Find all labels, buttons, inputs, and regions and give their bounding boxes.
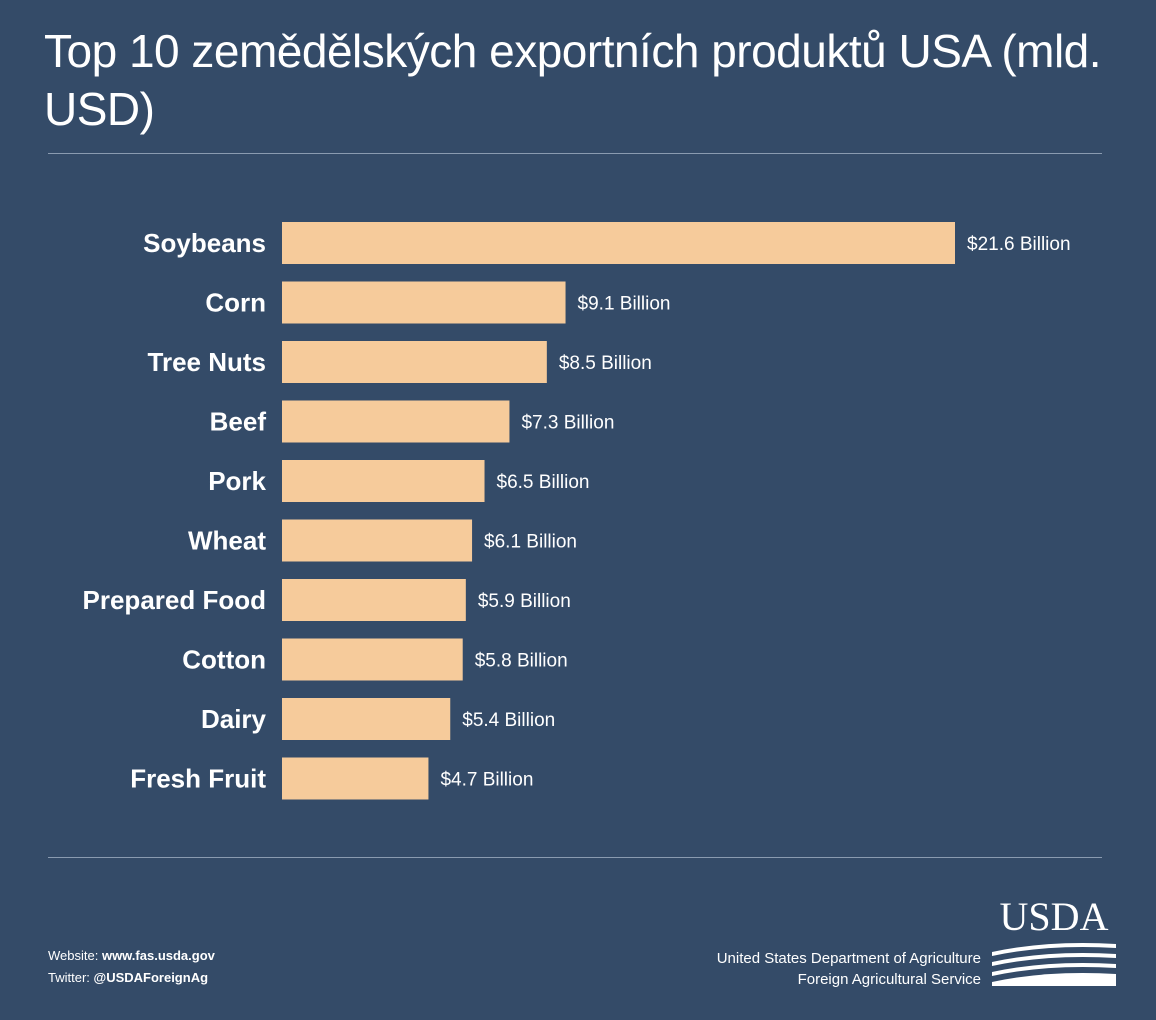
agency-name: United States Department of Agriculture … <box>717 948 981 990</box>
value-label: $6.1 Billion <box>484 532 577 553</box>
bar <box>282 519 473 562</box>
usda-logo: USDA <box>992 896 1116 986</box>
twitter-prefix: Twitter: <box>48 970 94 985</box>
website-line: Website: www.fas.usda.gov <box>48 945 215 967</box>
value-label: $7.3 Billion <box>521 413 614 434</box>
value-label: $8.5 Billion <box>559 353 652 374</box>
bar <box>282 638 463 681</box>
category-label: Cotton <box>182 645 266 675</box>
logo-stripe-1 <box>992 943 1116 956</box>
category-label: Corn <box>205 288 266 318</box>
logo-stripe-4 <box>992 973 1116 986</box>
bar <box>282 341 547 383</box>
category-label: Pork <box>208 466 266 496</box>
category-label: Soybeans <box>143 228 266 258</box>
website-prefix: Website: <box>48 948 102 963</box>
bar-chart: Soybeans $21.6 Billion Corn $9.1 Billion Tre… <box>83 222 1071 800</box>
category-label: Wheat <box>188 526 266 556</box>
twitter-handle[interactable]: @USDAForeignAg <box>93 970 209 985</box>
value-label: $5.4 Billion <box>462 710 555 731</box>
logo-stripe-2 <box>992 953 1116 966</box>
bottom-divider <box>48 857 1102 858</box>
top-divider <box>48 153 1102 154</box>
agency-line-2: Foreign Agricultural Service <box>797 971 981 988</box>
value-label: $5.8 Billion <box>475 651 568 672</box>
bar <box>282 222 955 264</box>
bar <box>282 757 429 800</box>
bar <box>282 579 466 621</box>
twitter-line: Twitter: @USDAForeignAg <box>48 967 215 989</box>
bar <box>282 460 485 502</box>
value-label: $9.1 Billion <box>578 294 671 315</box>
bar <box>282 400 510 443</box>
bar <box>282 698 451 740</box>
value-label: $21.6 Billion <box>967 234 1071 255</box>
category-label: Fresh Fruit <box>130 764 266 794</box>
usda-logo-text: USDA <box>1000 896 1109 939</box>
category-label: Beef <box>210 407 267 437</box>
value-label: $4.7 Billion <box>440 770 533 791</box>
value-label: $5.9 Billion <box>478 591 571 612</box>
agency-line-1: United States Department of Agriculture <box>716 950 981 967</box>
chart-title: Top 10 zemědělských exportních produktů … <box>44 25 1102 135</box>
category-label: Tree Nuts <box>148 347 267 377</box>
value-label: $6.5 Billion <box>497 472 590 493</box>
website-link[interactable]: www.fas.usda.gov <box>101 948 215 963</box>
footer-links: Website: www.fas.usda.gov Twitter: @USDA… <box>48 945 215 989</box>
bar <box>282 281 566 324</box>
category-label: Dairy <box>201 704 267 734</box>
logo-stripe-3 <box>992 963 1116 976</box>
category-label: Prepared Food <box>83 585 266 615</box>
